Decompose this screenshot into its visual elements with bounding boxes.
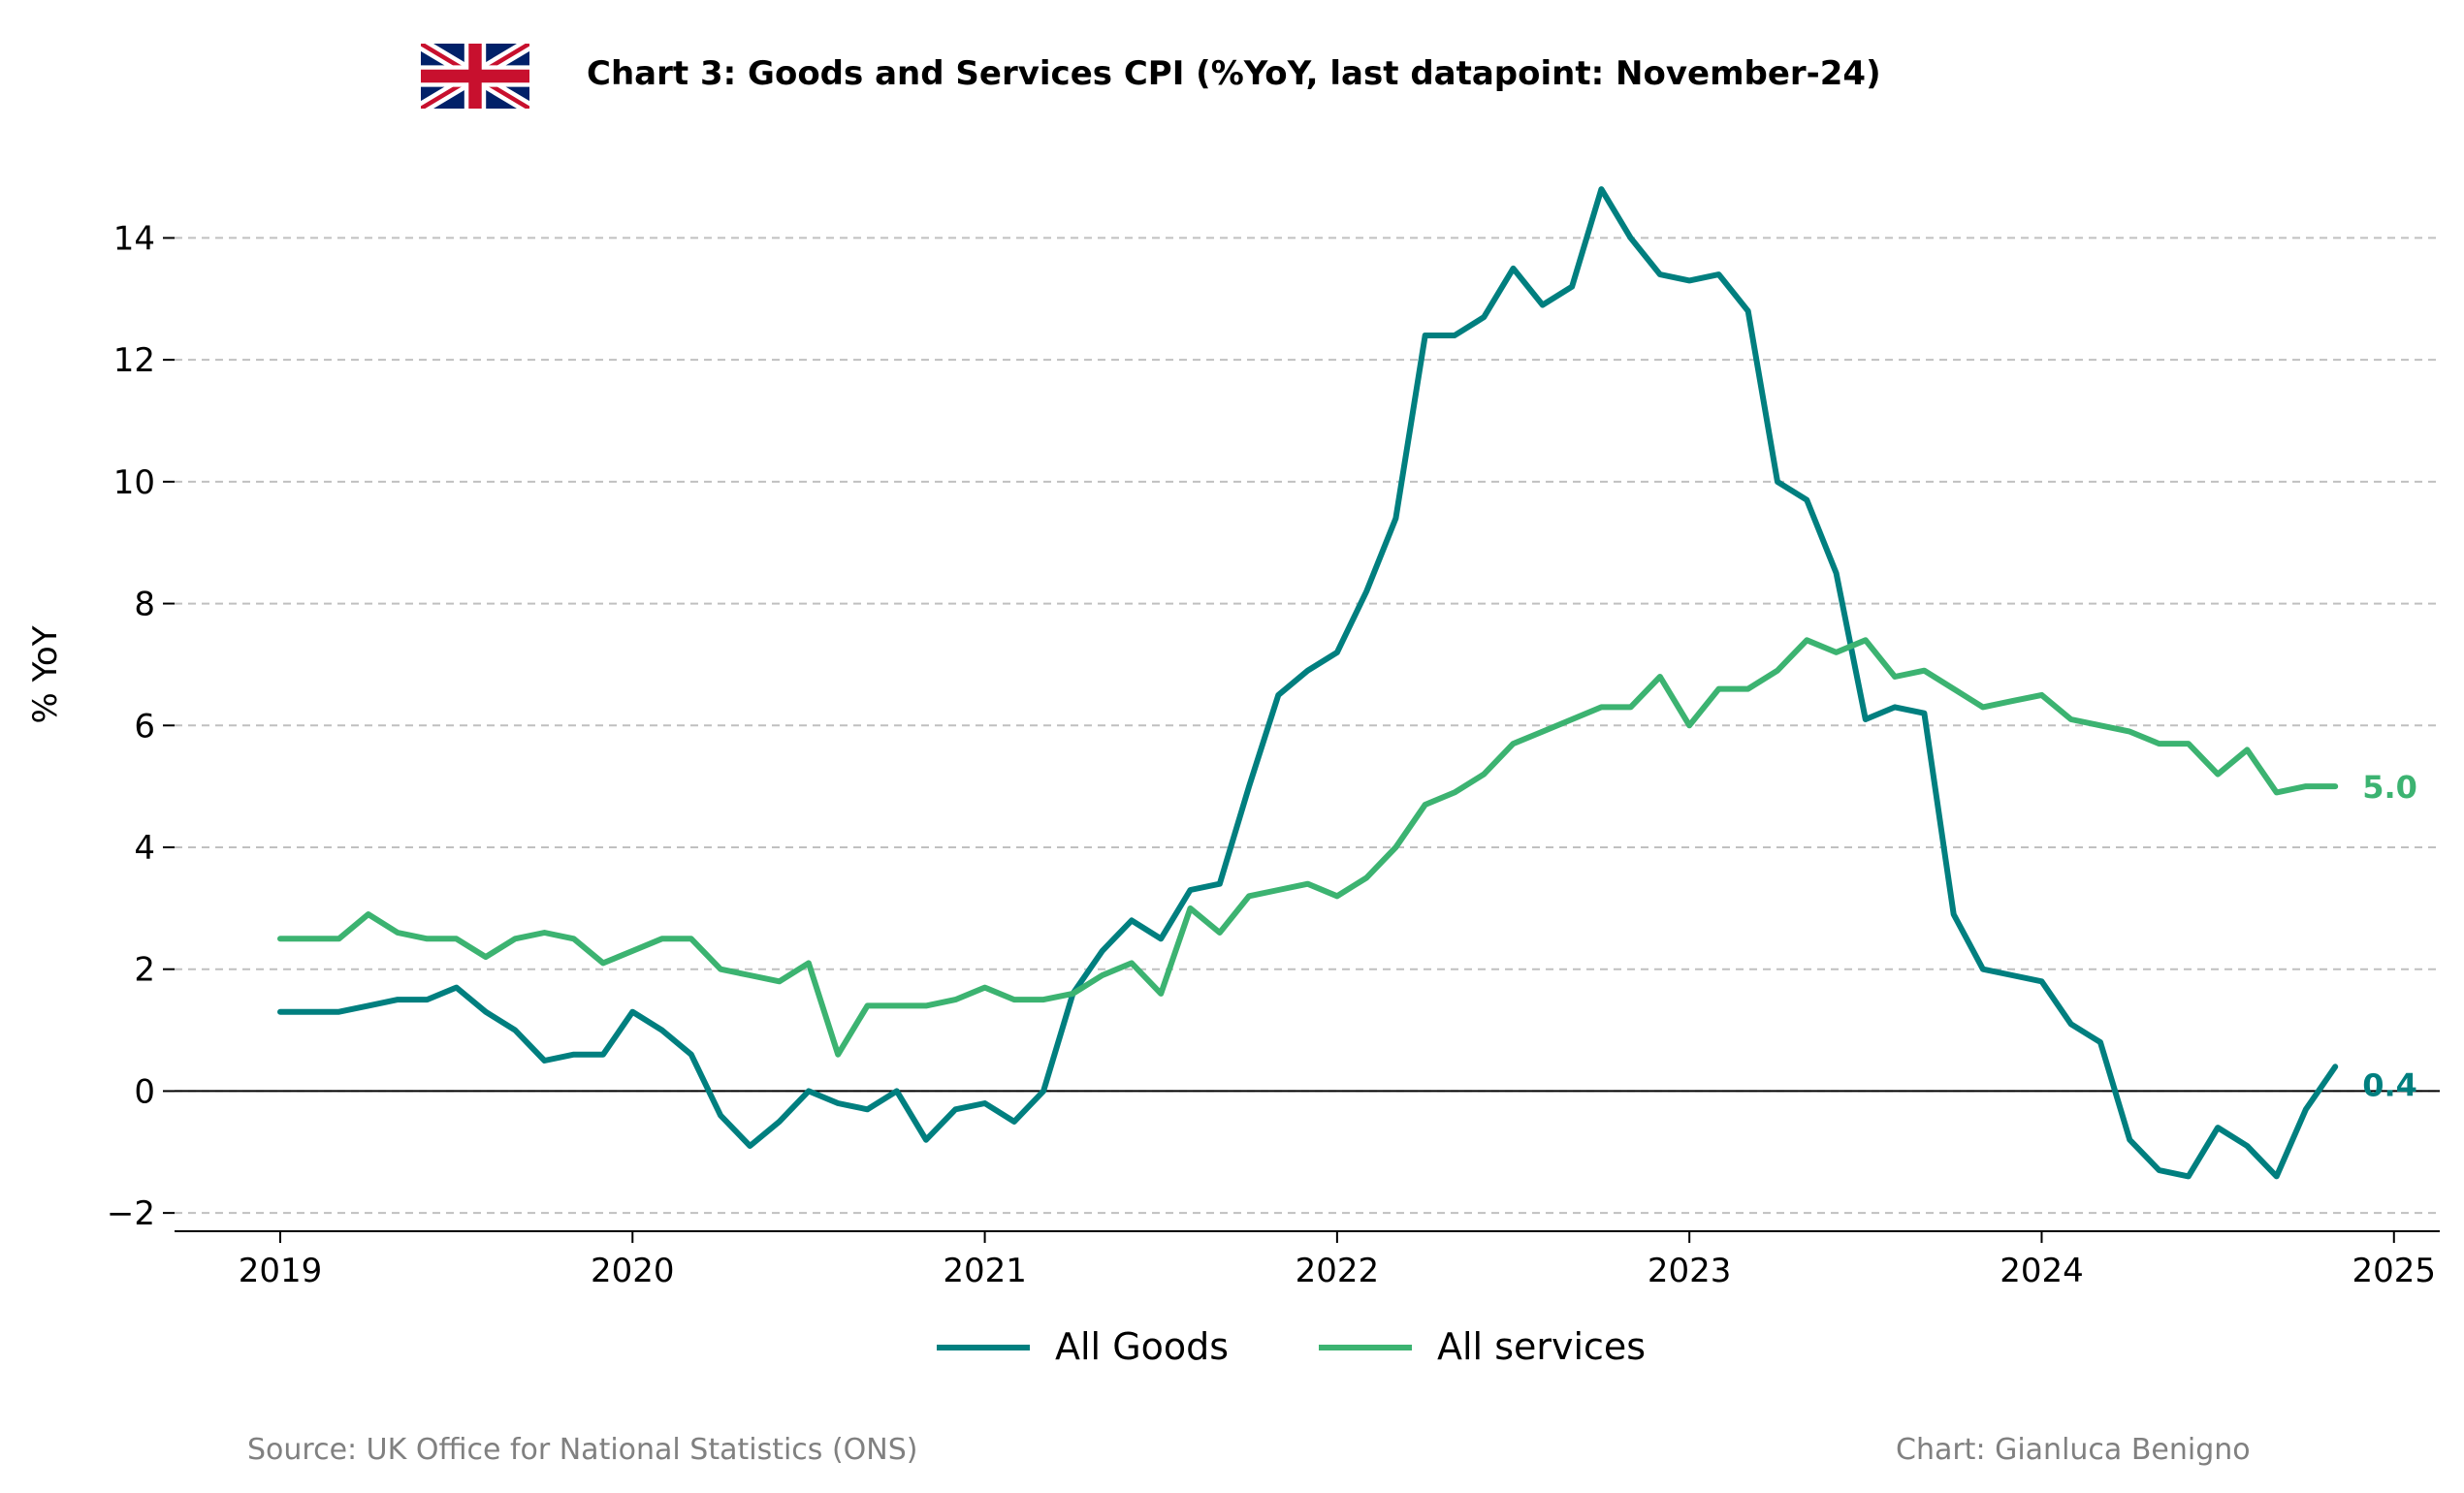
series-line-all-services [277,637,2339,1058]
chart-title: Chart 3: Goods and Services CPI (%YoY, l… [587,54,1881,93]
x-tick-label: 2023 [1648,1252,1732,1290]
end-value-label: 0.4 [2362,1066,2417,1103]
x-tick-label: 2025 [2352,1252,2437,1290]
y-axis-label: % YoY [26,625,65,723]
series-line-all-goods [277,186,2339,1180]
end-value-label: 5.0 [2362,769,2417,806]
x-tick-label: 2019 [239,1252,323,1290]
legend-label: All services [1437,1325,1646,1368]
y-tick-label: 12 [113,341,155,380]
y-tick-label: 2 [134,951,155,990]
x-tick-label: 2022 [1296,1252,1380,1290]
y-tick-label: 4 [134,829,155,868]
legend-label: All Goods [1055,1325,1229,1368]
y-tick-label: 6 [134,707,155,746]
chart-credit: Chart: Gianluca Benigno [1896,1433,2251,1467]
y-tick-label: −2 [107,1194,155,1233]
y-tick-label: 14 [113,219,155,258]
x-tick-label: 2021 [943,1252,1027,1290]
source-note: Source: UK Office for National Statistic… [247,1433,918,1467]
y-tick-label: 10 [113,463,155,502]
y-tick-label: 0 [134,1072,155,1111]
uk-flag-icon [421,44,529,109]
x-tick-label: 2020 [591,1252,675,1290]
y-tick-label: 8 [134,586,155,624]
x-tick-label: 2024 [2000,1252,2084,1290]
